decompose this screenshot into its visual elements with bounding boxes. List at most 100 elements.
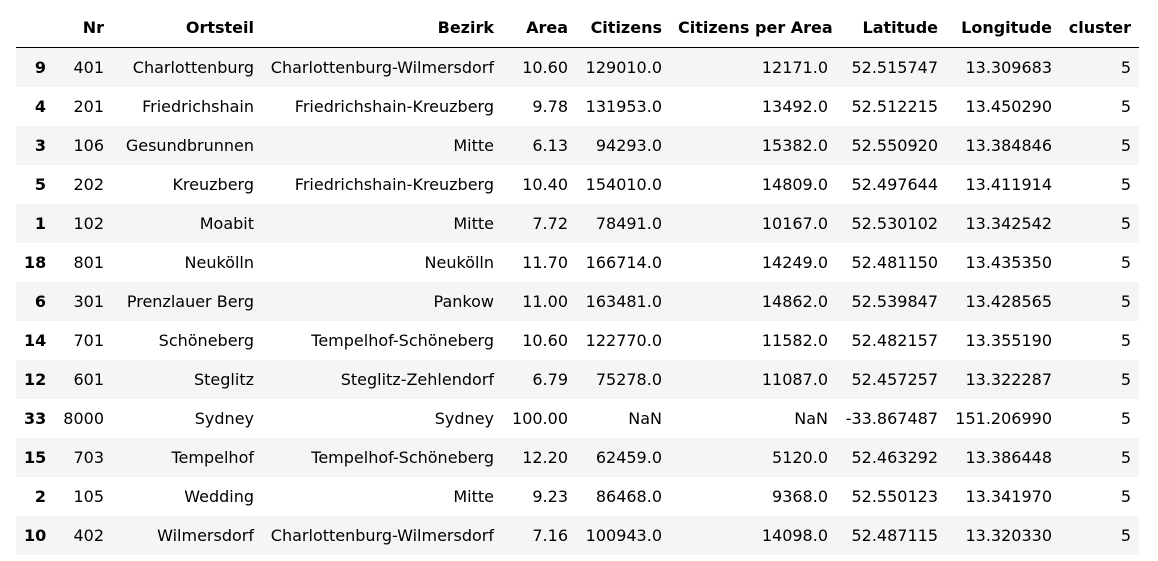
- cell-ortsteil: Tempelhof: [171, 448, 255, 467]
- cell-citizens: 78491.0: [595, 214, 662, 233]
- cell-cluster: 5: [1120, 97, 1131, 116]
- cell-citizens-per-area: 14249.0: [761, 253, 828, 272]
- row-index: 12: [24, 370, 47, 389]
- cell-citizens-per-area: NaN: [794, 409, 828, 428]
- cell-nr: 201: [73, 97, 104, 116]
- cell-ortsteil: Kreuzberg: [172, 175, 254, 194]
- cell-citizens: 100943.0: [585, 526, 662, 545]
- cell-citizens-per-area: 14862.0: [761, 292, 828, 311]
- cell-ortsteil: Wilmersdorf: [157, 526, 254, 545]
- table-row: 2 105 Wedding Mitte 9.23 86468.0 9368.0 52.5501…: [16, 477, 1139, 516]
- row-index: 9: [34, 58, 46, 77]
- cell-bezirk: Tempelhof-Schöneberg: [311, 331, 494, 350]
- cell-nr: 102: [73, 214, 104, 233]
- column-header-longitude: Longitude: [946, 7, 1060, 48]
- cell-nr: 401: [73, 58, 104, 77]
- cell-citizens: 166714.0: [585, 253, 662, 272]
- cell-cluster: 5: [1120, 409, 1131, 428]
- column-header-nr: Nr: [54, 7, 112, 48]
- column-header-latitude: Latitude: [836, 7, 946, 48]
- cell-area: 10.60: [522, 331, 568, 350]
- cell-area: 6.79: [532, 370, 568, 389]
- table-row: 10 402 Wilmersdorf Charlottenburg-Wilmersdo…: [16, 516, 1139, 555]
- cell-bezirk: Pankow: [433, 292, 494, 311]
- dataframe-table: Nr Ortsteil Bezirk Area Citizens Citizens per…: [16, 7, 1139, 555]
- cell-latitude: 52.539847: [851, 292, 938, 311]
- cell-nr: 301: [73, 292, 104, 311]
- cell-longitude: 13.320330: [965, 526, 1052, 545]
- cell-ortsteil: Steglitz: [194, 370, 254, 389]
- cell-latitude: 52.550123: [851, 487, 938, 506]
- cell-latitude: -33.867487: [845, 409, 938, 428]
- cell-citizens: 131953.0: [585, 97, 662, 116]
- cell-cluster: 5: [1120, 214, 1131, 233]
- cell-cluster: 5: [1120, 292, 1131, 311]
- cell-bezirk: Mitte: [453, 214, 494, 233]
- cell-latitude: 52.550920: [851, 136, 938, 155]
- cell-nr: 402: [73, 526, 104, 545]
- cell-area: 6.13: [532, 136, 568, 155]
- cell-longitude: 13.341970: [965, 487, 1052, 506]
- cell-ortsteil: Friedrichshain: [142, 97, 254, 116]
- table-row: 12 601 Steglitz Steglitz-Zehlendorf 6.79 7527…: [16, 360, 1139, 399]
- cell-area: 100.00: [512, 409, 568, 428]
- cell-ortsteil: Schöneberg: [158, 331, 254, 350]
- cell-citizens: 154010.0: [585, 175, 662, 194]
- cell-bezirk: Mitte: [453, 487, 494, 506]
- cell-bezirk: Tempelhof-Schöneberg: [311, 448, 494, 467]
- table-row: 3 106 Gesundbrunnen Mitte 6.13 94293.0 15382.0…: [16, 126, 1139, 165]
- column-header-citizens: Citizens: [576, 7, 670, 48]
- cell-latitude: 52.487115: [851, 526, 938, 545]
- row-index: 6: [34, 292, 46, 311]
- cell-bezirk: Neukölln: [424, 253, 494, 272]
- row-index: 10: [24, 526, 47, 545]
- column-header-bezirk: Bezirk: [262, 7, 502, 48]
- cell-cluster: 5: [1120, 526, 1131, 545]
- row-index: 18: [24, 253, 47, 272]
- cell-citizens-per-area: 15382.0: [761, 136, 828, 155]
- cell-longitude: 13.450290: [965, 97, 1052, 116]
- table-body: 9 401 Charlottenburg Charlottenburg-Wilmers…: [16, 47, 1139, 555]
- cell-longitude: 13.411914: [965, 175, 1052, 194]
- table-row: 14 701 Schöneberg Tempelhof-Schöneberg 10.60…: [16, 321, 1139, 360]
- cell-cluster: 5: [1120, 370, 1131, 389]
- table-row: 18 801 Neukölln Neukölln 11.70 166714.0 14249.…: [16, 243, 1139, 282]
- cell-latitude: 52.512215: [851, 97, 938, 116]
- cell-ortsteil: Prenzlauer Berg: [126, 292, 254, 311]
- cell-citizens-per-area: 12171.0: [761, 58, 828, 77]
- cell-citizens-per-area: 9368.0: [772, 487, 828, 506]
- cell-longitude: 13.322287: [965, 370, 1052, 389]
- cell-nr: 105: [73, 487, 104, 506]
- cell-longitude: 13.342542: [965, 214, 1052, 233]
- cell-ortsteil: Gesundbrunnen: [125, 136, 254, 155]
- cell-cluster: 5: [1120, 253, 1131, 272]
- cell-nr: 601: [73, 370, 104, 389]
- cell-citizens: 163481.0: [585, 292, 662, 311]
- cell-bezirk: Friedrichshain-Kreuzberg: [294, 175, 494, 194]
- cell-area: 7.72: [532, 214, 568, 233]
- cell-bezirk: Friedrichshain-Kreuzberg: [294, 97, 494, 116]
- table-row: 9 401 Charlottenburg Charlottenburg-Wilmers…: [16, 47, 1139, 87]
- cell-latitude: 52.463292: [851, 448, 938, 467]
- table-row: 33 8000 Sydney Sydney 100.00 NaN NaN -33.867487…: [16, 399, 1139, 438]
- cell-citizens: 122770.0: [585, 331, 662, 350]
- cell-cluster: 5: [1120, 136, 1131, 155]
- column-header-citizens-per-area: Citizens per Area: [670, 7, 836, 48]
- cell-longitude: 13.435350: [965, 253, 1052, 272]
- cell-area: 11.00: [522, 292, 568, 311]
- cell-citizens: 75278.0: [595, 370, 662, 389]
- cell-citizens-per-area: 5120.0: [772, 448, 828, 467]
- cell-bezirk: Charlottenburg-Wilmersdorf: [270, 58, 494, 77]
- cell-longitude: 13.384846: [965, 136, 1052, 155]
- cell-citizens: 94293.0: [595, 136, 662, 155]
- table-row: 5 202 Kreuzberg Friedrichshain-Kreuzberg 10.…: [16, 165, 1139, 204]
- cell-nr: 701: [73, 331, 104, 350]
- cell-latitude: 52.497644: [851, 175, 938, 194]
- cell-nr: 8000: [63, 409, 104, 428]
- column-header-index: [16, 7, 54, 48]
- cell-latitude: 52.530102: [851, 214, 938, 233]
- cell-area: 10.60: [522, 58, 568, 77]
- row-index: 3: [34, 136, 46, 155]
- cell-citizens-per-area: 13492.0: [761, 97, 828, 116]
- cell-nr: 801: [73, 253, 104, 272]
